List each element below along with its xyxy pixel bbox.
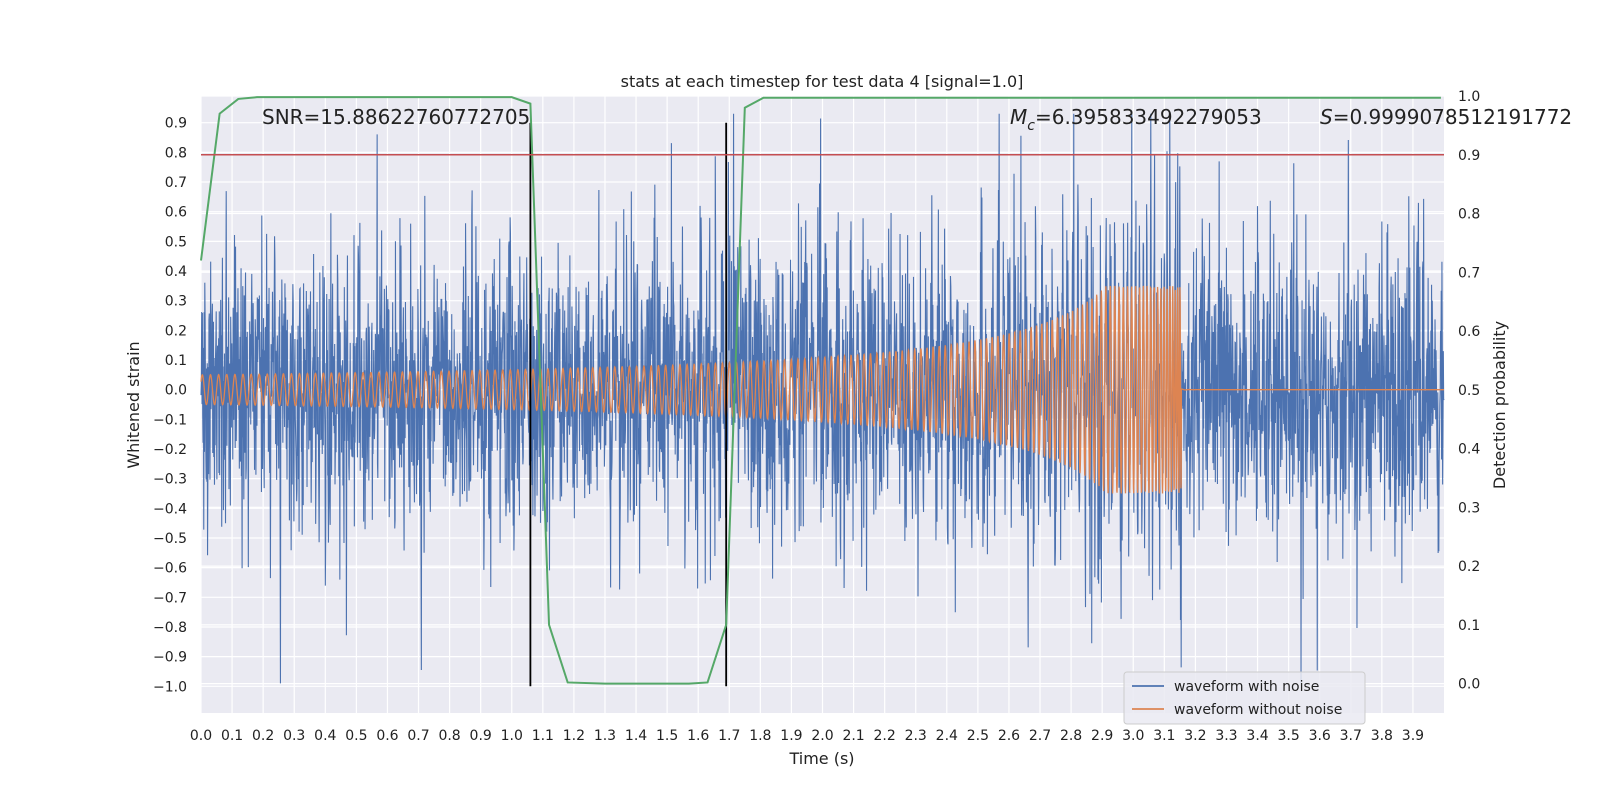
event-markers	[529, 122, 728, 687]
y-left-tick-label: −0.8	[153, 620, 187, 636]
y-right-tick-label: 0.5	[1458, 383, 1480, 399]
chirp-mass-annotation: Mc=6.395833492279053	[1010, 105, 1262, 134]
x-tick-label: 2.8	[1060, 728, 1082, 744]
s-annotation: S=0.9999078512191772	[1320, 105, 1572, 129]
y-left-tick-label: −0.2	[153, 442, 187, 458]
x-tick-label: 1.2	[563, 728, 585, 744]
y-right-tick-label: 1.0	[1458, 89, 1480, 105]
x-tick-label: 0.4	[314, 728, 336, 744]
x-tick-label: 2.6	[998, 728, 1020, 744]
x-tick-label: 3.7	[1340, 728, 1362, 744]
chirp-mass-symbol: M	[1010, 105, 1027, 129]
line-detection-probability	[200, 96, 1441, 685]
x-tick-labels: 0.0 0.1 0.2 0.3 0.4 0.5 0.6 0.7 0.8 0.9 1.0 1.1 1.2 1…	[190, 728, 1424, 744]
x-tick-label: 0.1	[221, 728, 243, 744]
x-tick-label: 2.4	[936, 728, 958, 744]
legend-box	[1123, 671, 1366, 725]
y-axis-right-label: Detection probability	[1490, 321, 1509, 489]
y-left-tick-label: 0.7	[165, 175, 187, 191]
x-tick-label: 2.3	[905, 728, 927, 744]
y-left-tick-label: −0.1	[153, 412, 187, 428]
x-tick-label: 2.1	[842, 728, 864, 744]
x-tick-label: 1.3	[594, 728, 616, 744]
y-left-tick-label: −0.7	[153, 590, 187, 606]
x-tick-label: 3.1	[1153, 728, 1175, 744]
y-left-tick-label: −0.5	[153, 531, 187, 547]
y-right-tick-label: 0.1	[1458, 618, 1480, 634]
x-tick-label: 0.6	[376, 728, 398, 744]
y-left-tick-label: 0.1	[165, 353, 187, 369]
x-tick-label: 2.2	[874, 728, 896, 744]
y-left-tick-label: 0.0	[165, 383, 187, 399]
x-tick-label: 0.5	[345, 728, 367, 744]
x-tick-label: 0.8	[438, 728, 460, 744]
x-tick-label: 2.9	[1091, 728, 1113, 744]
chirp-mass-value: =6.395833492279053	[1035, 105, 1262, 129]
x-tick-label: 3.8	[1371, 728, 1393, 744]
y-right-tick-labels: 1.0 0.9 0.8 0.7 0.6 0.5 0.4 0.3 0.2 0.1 0.0	[1458, 89, 1480, 693]
y-right-tick-label: 0.8	[1458, 207, 1480, 223]
x-tick-label: 0.7	[407, 728, 429, 744]
chart-title: stats at each timestep for test data 4 […	[621, 72, 1024, 91]
x-tick-label: 1.7	[718, 728, 740, 744]
y-right-tick-label: 0.9	[1458, 148, 1480, 164]
x-tick-label: 1.5	[656, 728, 678, 744]
line-waveform-without-noise	[200, 285, 1444, 494]
legend-label-clean: waveform without noise	[1174, 702, 1342, 718]
x-tick-label: 3.6	[1309, 728, 1331, 744]
legend: waveform with noise waveform without noi…	[1123, 671, 1366, 725]
y-right-tick-label: 0.0	[1458, 677, 1480, 693]
y-left-tick-label: 0.9	[165, 116, 187, 132]
chirp-mass-subscript: c	[1027, 118, 1035, 134]
x-tick-label: 1.6	[687, 728, 709, 744]
y-right-tick-label: 0.2	[1458, 559, 1480, 575]
x-tick-label: 0.3	[283, 728, 305, 744]
y-left-tick-label: −0.9	[153, 650, 187, 666]
x-tick-label: 0.9	[470, 728, 492, 744]
x-tick-label: 1.1	[532, 728, 554, 744]
series-waveform-without-noise	[200, 285, 1444, 494]
y-left-tick-label: −0.6	[153, 561, 187, 577]
y-left-tick-label: 0.4	[165, 264, 187, 280]
y-left-tick-label: 0.5	[165, 234, 187, 250]
x-tick-label: 2.5	[967, 728, 989, 744]
x-axis-label: Time (s)	[788, 749, 854, 768]
x-tick-label: 3.4	[1246, 728, 1268, 744]
x-tick-label: 3.5	[1277, 728, 1299, 744]
x-tick-label: 2.0	[811, 728, 833, 744]
s-symbol: S	[1320, 105, 1333, 129]
y-left-tick-label: 0.3	[165, 294, 187, 310]
x-tick-label: 1.4	[625, 728, 647, 744]
y-right-tick-label: 0.6	[1458, 324, 1480, 340]
x-tick-label: 1.0	[501, 728, 523, 744]
y-left-tick-label: 0.8	[165, 145, 187, 161]
y-left-tick-label: 0.2	[165, 323, 187, 339]
s-value: =0.9999078512191772	[1333, 105, 1572, 129]
y-left-tick-label: 0.6	[165, 205, 187, 221]
y-left-tick-labels: 0.9 0.8 0.7 0.6 0.5 0.4 0.3 0.2 0.1 0.0 −0.1 −0.2 −0…	[153, 116, 187, 696]
x-tick-label: 3.9	[1402, 728, 1424, 744]
x-tick-label: 1.9	[780, 728, 802, 744]
x-tick-label: 3.0	[1122, 728, 1144, 744]
legend-label-noise: waveform with noise	[1174, 679, 1319, 695]
x-tick-label: 3.3	[1215, 728, 1237, 744]
snr-annotation: SNR=15.88622760772705	[262, 105, 530, 129]
y-right-tick-label: 0.7	[1458, 265, 1480, 281]
y-right-tick-label: 0.4	[1458, 442, 1480, 458]
y-right-tick-label: 0.3	[1458, 500, 1480, 516]
x-tick-label: 0.2	[252, 728, 274, 744]
y-left-tick-label: −0.3	[153, 472, 187, 488]
y-left-tick-label: −0.4	[153, 501, 187, 517]
y-axis-left-label: Whitened strain	[124, 341, 143, 468]
x-tick-label: 1.8	[749, 728, 771, 744]
y-left-tick-label: −1.0	[153, 679, 187, 695]
x-tick-label: 3.2	[1184, 728, 1206, 744]
series-detection-probability	[200, 96, 1441, 685]
x-tick-label: 0.0	[190, 728, 212, 744]
x-tick-label: 2.7	[1029, 728, 1051, 744]
